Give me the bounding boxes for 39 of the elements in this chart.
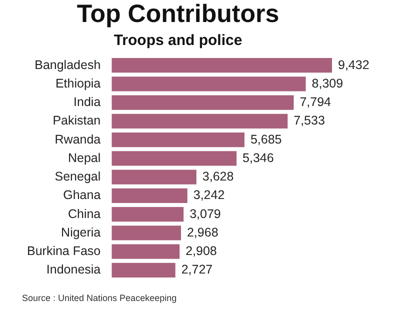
bar [112, 132, 244, 148]
data-label: 3,628 [202, 170, 234, 184]
bar [112, 244, 180, 259]
bar [112, 207, 184, 222]
bar [112, 95, 294, 110]
bar [112, 226, 181, 240]
bar [112, 114, 288, 128]
data-label: 7,533 [294, 114, 325, 128]
y-tick-label: Burkina Faso [26, 244, 101, 258]
chart-subtitle: Troops and police [114, 32, 242, 50]
bar [112, 188, 188, 203]
y-tick-label: India [74, 95, 101, 110]
y-tick-label: Pakistan [52, 114, 101, 128]
bar [112, 151, 237, 166]
bar [112, 76, 306, 92]
chart-title: Top Contributors [76, 0, 280, 28]
y-tick-label: Ghana [63, 188, 101, 202]
bar [112, 58, 332, 73]
data-label: 7,794 [300, 95, 332, 110]
y-tick-label: Rwanda [54, 132, 101, 146]
y-tick-label: Indonesia [46, 262, 101, 277]
y-tick-label: Nepal [68, 150, 101, 165]
y-tick-label: Senegal [54, 170, 101, 184]
bar [112, 170, 196, 184]
data-label: 2,968 [186, 225, 218, 240]
data-label: 5,346 [242, 150, 274, 165]
y-tick-label: Bangladesh [34, 58, 101, 72]
y-tick-label: China [68, 206, 101, 221]
data-label: 2,727 [181, 262, 213, 277]
data-label: 2,908 [186, 244, 217, 258]
data-label: 5,685 [250, 132, 282, 146]
y-tick-label: Nigeria [61, 225, 101, 240]
source-note: Source : United Nations Peacekeeping [22, 293, 177, 303]
y-tick-label: Ethiopia [55, 76, 101, 90]
data-label: 3,079 [190, 206, 221, 221]
bar [112, 262, 176, 278]
data-label: 8,309 [312, 76, 344, 90]
data-label: 3,242 [193, 188, 225, 202]
data-label: 9,432 [338, 58, 370, 72]
